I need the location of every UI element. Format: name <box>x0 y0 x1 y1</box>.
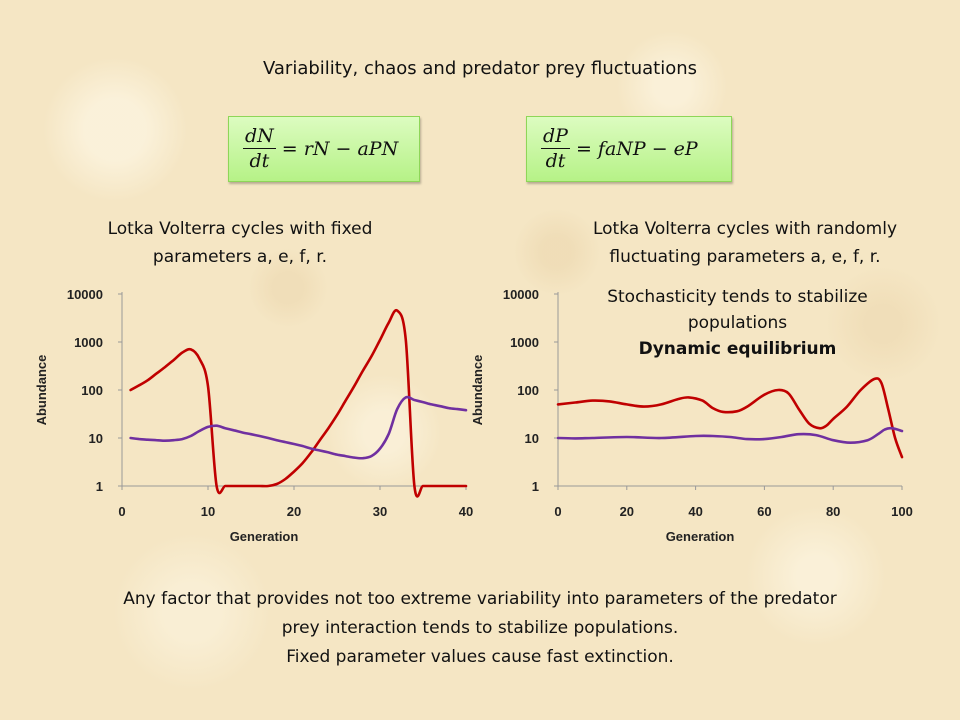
note-line-2: populations <box>687 313 788 333</box>
predator-equation-rhs: = faNP − eP <box>575 138 698 160</box>
stochasticity-note: Stochasticity tends to stabilize populat… <box>555 284 920 362</box>
right-x-tick-label: 0 <box>554 504 561 519</box>
left-x-tick-label: 40 <box>459 504 473 519</box>
left-chart-caption: Lotka Volterra cycles with fixed paramet… <box>60 215 420 271</box>
left-prey-series-line <box>129 308 468 498</box>
left-y-tick-label: 1 <box>96 479 103 494</box>
right-predator-series-line <box>556 426 904 444</box>
right-y-tick-label: 1 <box>532 479 539 494</box>
left-y-tick-label: 100 <box>81 383 103 398</box>
right-x-tick-label: 40 <box>688 504 702 519</box>
predator-equation: dP dt = faNP − eP <box>526 116 732 182</box>
right-chart-caption: Lotka Volterra cycles with randomly fluc… <box>555 215 935 271</box>
right-y-tick-label: 100 <box>517 383 539 398</box>
page-title: Variability, chaos and predator prey flu… <box>262 58 698 79</box>
right-x-axis-label: Generation <box>666 529 735 544</box>
footer-line-2: prey interaction tends to stabilize popu… <box>281 618 679 638</box>
left-y-axis-label: Abundance <box>34 355 49 426</box>
predator-derivative-denominator: dt <box>545 150 566 172</box>
footer-text: Any factor that provides not too extreme… <box>0 585 960 672</box>
right-caption-line-1: Lotka Volterra cycles with randomly <box>592 219 898 239</box>
right-caption-line-2: fluctuating parameters a, e, f, r. <box>609 247 881 267</box>
prey-derivative-numerator: dN <box>243 125 276 149</box>
prey-derivative: dN dt <box>243 126 276 172</box>
left-predator-series-line <box>129 395 468 460</box>
left-x-tick-label: 30 <box>373 504 387 519</box>
footer-line-1: Any factor that provides not too extreme… <box>123 589 837 609</box>
left-y-tick-label: 10000 <box>67 287 103 302</box>
prey-equation: dN dt = rN − aPN <box>228 116 420 182</box>
right-y-tick-label: 10 <box>525 431 539 446</box>
right-x-tick-label: 80 <box>826 504 840 519</box>
right-y-tick-label: 10000 <box>503 287 539 302</box>
right-x-tick-label: 60 <box>757 504 771 519</box>
predator-derivative: dP dt <box>541 126 570 172</box>
note-line-1: Stochasticity tends to stabilize <box>607 287 868 307</box>
prey-equation-rhs: = rN − aPN <box>281 138 399 160</box>
right-y-tick-label: 1000 <box>510 335 539 350</box>
left-x-axis-label: Generation <box>230 529 299 544</box>
left-caption-line-1: Lotka Volterra cycles with fixed <box>107 219 373 239</box>
left-x-tick-label: 20 <box>287 504 301 519</box>
predator-derivative-numerator: dP <box>541 125 570 149</box>
right-x-tick-label: 100 <box>891 504 913 519</box>
prey-derivative-denominator: dt <box>249 150 270 172</box>
footer-line-3: Fixed parameter values cause fast extinc… <box>286 647 674 667</box>
right-prey-series-line <box>556 377 904 459</box>
left-y-tick-label: 1000 <box>74 335 103 350</box>
left-caption-line-2: parameters a, e, f, r. <box>152 247 328 267</box>
left-x-tick-label: 10 <box>201 504 215 519</box>
left-x-tick-label: 0 <box>118 504 125 519</box>
note-dynamic-equilibrium: Dynamic equilibrium <box>638 339 837 359</box>
right-x-tick-label: 20 <box>620 504 634 519</box>
left-y-tick-label: 10 <box>89 431 103 446</box>
right-y-axis-label: Abundance <box>470 355 485 426</box>
